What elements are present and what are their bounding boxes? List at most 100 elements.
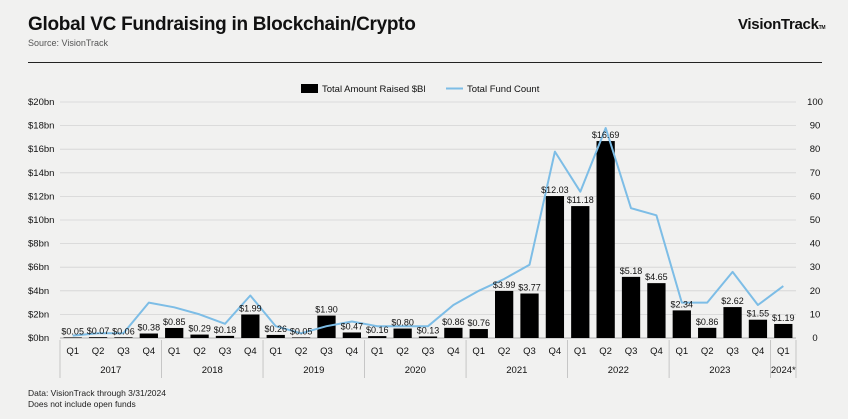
x-quarter-label: Q2 xyxy=(396,346,409,357)
bar-value-label: $0.47 xyxy=(341,321,364,331)
x-quarter-label: Q4 xyxy=(346,346,359,357)
x-quarter-label: Q4 xyxy=(244,346,257,357)
bar xyxy=(266,334,285,338)
bar-value-label: $0.05 xyxy=(290,326,313,336)
x-quarter-label: Q1 xyxy=(777,346,790,357)
y-right-tick-label: 50 xyxy=(810,215,821,226)
bar-value-label: $1.99 xyxy=(239,304,262,314)
bar-value-label: $16.69 xyxy=(592,130,620,140)
x-year-label: 2024* xyxy=(771,365,796,376)
x-quarter-label: Q2 xyxy=(498,346,511,357)
x-quarter-label: Q1 xyxy=(472,346,485,357)
y-right-tick-label: 60 xyxy=(810,191,821,202)
y-right-tick-label: 80 xyxy=(810,144,821,155)
y-right-tick-label: 0 xyxy=(812,333,817,344)
x-quarter-label: Q1 xyxy=(675,346,688,357)
bar xyxy=(139,333,158,338)
x-quarter-label: Q3 xyxy=(320,346,333,357)
bar-value-label: $0.18 xyxy=(214,325,237,335)
y-left-tick-label: $0bn xyxy=(28,333,49,344)
bar-value-label: $3.99 xyxy=(493,280,516,290)
y-left-tick-label: $12bn xyxy=(28,191,54,202)
x-quarter-label: Q3 xyxy=(219,346,232,357)
bar xyxy=(190,334,209,338)
x-year-label: 2020 xyxy=(405,365,426,376)
bar-value-label: $1.90 xyxy=(315,305,338,315)
bar xyxy=(596,141,615,338)
bar xyxy=(495,290,514,338)
bar xyxy=(723,307,742,338)
y-left-tick-label: $16bn xyxy=(28,144,54,155)
bar-value-label: $0.76 xyxy=(467,318,490,328)
footnote-open-funds: Does not include open funds xyxy=(28,399,136,409)
bar-value-label: $2.34 xyxy=(671,299,694,309)
x-year-label: 2017 xyxy=(100,365,121,376)
x-quarter-label: Q4 xyxy=(447,346,460,357)
fund-count-line xyxy=(72,127,784,337)
x-quarter-label: Q4 xyxy=(752,346,765,357)
x-quarter-label: Q3 xyxy=(523,346,536,357)
bar-value-label: $11.18 xyxy=(567,195,594,205)
x-quarter-label: Q3 xyxy=(422,346,435,357)
brand-name: VisionTrack xyxy=(738,16,819,33)
bar-value-label: $0.85 xyxy=(163,317,186,327)
y-right-tick-label: 20 xyxy=(810,286,821,297)
bar xyxy=(444,327,463,338)
x-quarter-label: Q2 xyxy=(701,346,714,357)
bar xyxy=(88,337,108,338)
x-year-label: 2021 xyxy=(506,365,527,376)
y-right-tick-label: 90 xyxy=(810,121,821,132)
y-right-tick-label: 40 xyxy=(810,239,821,250)
bar-value-label: $0.13 xyxy=(417,325,440,335)
bar-value-label: $0.07 xyxy=(87,326,110,336)
x-quarter-label: Q3 xyxy=(117,346,130,357)
y-right-tick-label: 10 xyxy=(810,309,821,320)
bar xyxy=(63,337,82,338)
x-quarter-label: Q2 xyxy=(599,346,612,357)
bar-value-label: $3.77 xyxy=(518,283,541,293)
bar xyxy=(774,323,793,338)
y-right-tick-label: 70 xyxy=(810,168,821,179)
bar xyxy=(469,329,488,338)
brand-logo: VisionTrackTM xyxy=(738,16,826,33)
x-quarter-label: Q2 xyxy=(92,346,105,357)
x-year-label: 2022 xyxy=(608,365,629,376)
bar xyxy=(545,196,565,338)
x-quarter-label: Q1 xyxy=(371,346,384,357)
y-left-tick-label: $14bn xyxy=(28,168,54,179)
bar-value-label: $2.62 xyxy=(721,296,744,306)
x-quarter-label: Q1 xyxy=(66,346,79,357)
x-quarter-label: Q4 xyxy=(549,346,562,357)
bar-value-label: $0.26 xyxy=(264,324,287,334)
x-quarter-label: Q4 xyxy=(142,346,155,357)
bar-value-label: $1.19 xyxy=(772,313,795,323)
bar xyxy=(418,336,438,338)
bar xyxy=(368,336,387,338)
y-left-tick-label: $8bn xyxy=(28,239,49,250)
bar-value-label: $12.03 xyxy=(541,185,569,195)
bar-value-label: $0.86 xyxy=(442,317,465,327)
chart-title: Global VC Fundraising in Blockchain/Cryp… xyxy=(28,14,416,35)
chart-source: Source: VisionTrack xyxy=(28,38,109,48)
x-quarter-label: Q1 xyxy=(269,346,282,357)
bar-value-label: $0.80 xyxy=(391,318,414,328)
bar xyxy=(165,327,184,338)
y-left-tick-label: $2bn xyxy=(28,309,49,320)
bar xyxy=(647,283,666,338)
y-right-tick-label: 100 xyxy=(807,97,823,108)
x-quarter-label: Q2 xyxy=(193,346,206,357)
y-left-tick-label: $4bn xyxy=(28,286,49,297)
bar-value-label: $0.05 xyxy=(61,326,84,336)
bar-value-label: $0.06 xyxy=(112,326,135,336)
y-left-tick-label: $18bn xyxy=(28,121,54,132)
bar-value-label: $4.65 xyxy=(645,272,668,282)
y-left-tick-label: $10bn xyxy=(28,215,54,226)
x-quarter-label: Q1 xyxy=(574,346,587,357)
bar xyxy=(215,335,235,338)
bar-value-label: $0.86 xyxy=(696,317,719,327)
bar xyxy=(241,314,260,338)
bar xyxy=(571,206,590,338)
x-year-label: 2019 xyxy=(303,365,324,376)
bar xyxy=(393,328,412,338)
